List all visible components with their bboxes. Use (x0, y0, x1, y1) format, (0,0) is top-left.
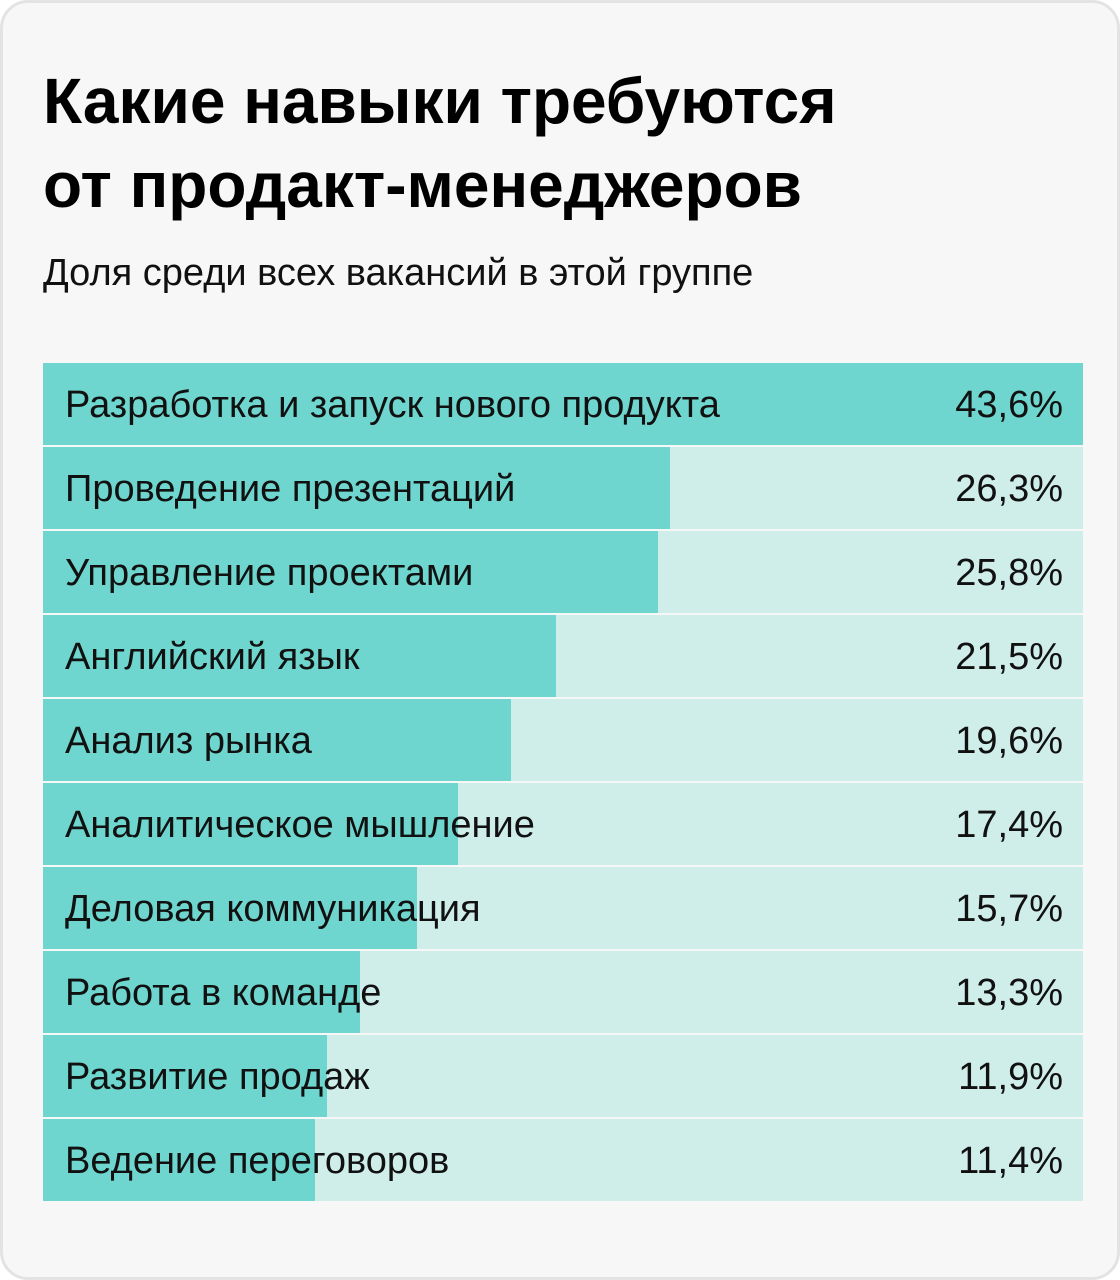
bar-row: Английский язык 21,5% (43, 615, 1083, 697)
bar-category-label: Проведение презентаций (65, 468, 516, 510)
bar (43, 699, 511, 781)
bar-category-label: Аналитическое мышление (65, 804, 535, 846)
bar-category-label: Ведение переговоров (65, 1140, 450, 1182)
bar-category-label: Работа в команде (65, 972, 382, 1014)
bar-row: Развитие продаж 11,9% (43, 1035, 1083, 1117)
chart-subtitle: Доля среди всех вакансий в этой группе (43, 252, 754, 294)
bar-category-label: Деловая коммуникация (65, 888, 481, 930)
bar-row: Анализ рынка 19,6% (43, 699, 1083, 781)
bar-value-label: 43,6% (955, 384, 1063, 426)
bar (43, 783, 458, 865)
bar-value-label: 17,4% (955, 804, 1063, 846)
bar-value-label: 26,3% (955, 468, 1063, 510)
chart-title: Какие навыки требуются от продакт-менедж… (43, 59, 1083, 227)
bar (43, 1119, 315, 1201)
bar-value-label: 11,4% (958, 1140, 1063, 1182)
bar (43, 447, 670, 529)
bar-value-label: 21,5% (955, 636, 1063, 678)
bar-row: Работа в команде 13,3% (43, 951, 1083, 1033)
bar (43, 951, 360, 1033)
chart-title-line-2: от продакт-менеджеров (43, 149, 802, 221)
bar-row: Управление проектами 25,8% (43, 531, 1083, 613)
bar-value-label: 19,6% (955, 720, 1063, 762)
bar-category-label: Анализ рынка (65, 720, 312, 762)
bar-value-label: 25,8% (955, 552, 1063, 594)
bar (43, 615, 556, 697)
bar-value-label: 11,9% (958, 1056, 1063, 1098)
bar-row: Аналитическое мышление 17,4% (43, 783, 1083, 865)
bar-row: Деловая коммуникация 15,7% (43, 867, 1083, 949)
bar (43, 867, 417, 949)
bar (43, 1035, 327, 1117)
bar (43, 531, 658, 613)
bar-row: Разработка и запуск нового продукта 43,6% (43, 363, 1083, 445)
bar-category-label: Английский язык (65, 636, 360, 678)
bar-value-label: 15,7% (955, 888, 1063, 930)
bar-row: Проведение презентаций 26,3% (43, 447, 1083, 529)
bar-chart: Разработка и запуск нового продукта 43,6%… (43, 363, 1083, 1203)
chart-title-line-1: Какие навыки требуются (43, 65, 837, 137)
bar-category-label: Управление проектами (65, 552, 474, 594)
bar-value-label: 13,3% (955, 972, 1063, 1014)
bar-category-label: Развитие продаж (65, 1056, 370, 1098)
bar (43, 363, 1083, 445)
bar-category-label: Разработка и запуск нового продукта (65, 384, 720, 426)
bar-row: Ведение переговоров 11,4% (43, 1119, 1083, 1201)
